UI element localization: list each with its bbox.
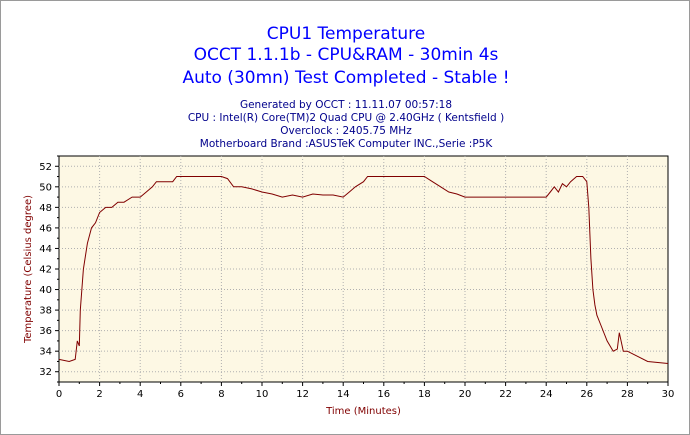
y-tick-label: 42: [39, 265, 52, 276]
chart-title-line: Auto (30mn) Test Completed - Stable !: [182, 68, 509, 88]
x-tick-label: 18: [418, 389, 431, 400]
x-tick-label: 26: [580, 389, 593, 400]
x-tick-label: 28: [621, 389, 634, 400]
y-tick-label: 38: [39, 306, 52, 317]
y-tick-label: 36: [39, 326, 52, 337]
x-axis-ticks: 0 2 4 6 8 10 12 14 16 18 20 22 24 26 28 30: [56, 382, 675, 400]
x-tick-label: 2: [96, 389, 102, 400]
x-tick-label: 8: [218, 389, 224, 400]
x-tick-label: 16: [377, 389, 390, 400]
chart-info-line: Generated by OCCT : 11.11.07 00:57:18: [240, 99, 452, 111]
x-tick-label: 22: [499, 389, 512, 400]
chart-title-line: CPU1 Temperature: [267, 24, 425, 44]
y-tick-label: 44: [39, 244, 52, 255]
y-tick-label: 48: [39, 203, 52, 214]
x-tick-label: 4: [137, 389, 143, 400]
y-axis-label: Temperature (Celsius degree): [23, 195, 34, 344]
x-tick-label: 12: [296, 389, 309, 400]
x-tick-label: 10: [256, 389, 269, 400]
x-tick-label: 6: [178, 389, 184, 400]
chart-info-line: CPU : Intel(R) Core(TM)2 Quad CPU @ 2.40…: [188, 112, 504, 124]
chart-info-group: Generated by OCCT : 11.11.07 00:57:18CPU…: [188, 99, 504, 150]
series-line: [58, 176, 669, 364]
chart-title-line: OCCT 1.1.1b - CPU&RAM - 30min 4s: [194, 45, 499, 65]
y-tick-label: 50: [39, 182, 52, 193]
y-axis-ticks: 32 34 36 38 40 42 44 46 48 50 52: [39, 155, 59, 383]
chart-info-line: Overclock : 2405.75 MHz: [280, 125, 412, 137]
x-axis-label: Time (Minutes): [325, 406, 401, 417]
chart-info-line: Motherboard Brand :ASUSTeK Computer INC.…: [200, 138, 494, 150]
x-tick-label: 30: [662, 389, 675, 400]
y-tick-label: 34: [39, 347, 52, 358]
y-tick-label: 40: [39, 285, 52, 296]
y-tick-label: 52: [39, 162, 52, 173]
x-tick-label: 24: [540, 389, 553, 400]
x-tick-label: 0: [56, 389, 62, 400]
x-tick-label: 20: [459, 389, 472, 400]
y-tick-label: 32: [39, 367, 52, 378]
plot-area: [58, 155, 669, 383]
x-tick-label: 14: [337, 389, 350, 400]
y-tick-label: 46: [39, 223, 52, 234]
